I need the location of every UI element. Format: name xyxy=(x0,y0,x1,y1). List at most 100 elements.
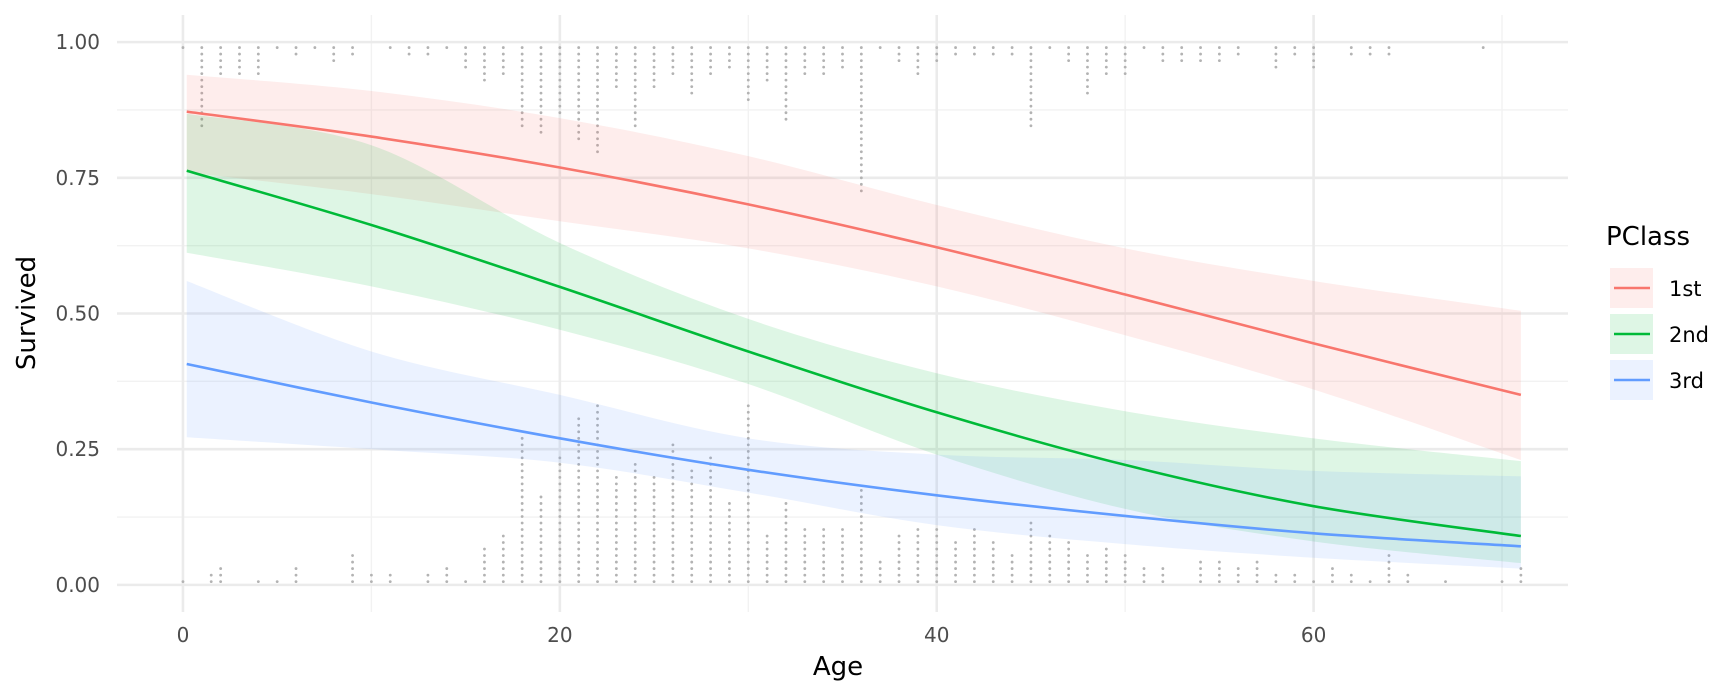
point-survived xyxy=(200,117,204,121)
point-died xyxy=(1086,567,1089,570)
point-died xyxy=(652,476,656,479)
point-died xyxy=(520,567,524,570)
point-died xyxy=(859,508,863,512)
point-died xyxy=(765,547,769,551)
point-died xyxy=(1067,541,1071,544)
point-died xyxy=(690,580,694,584)
point-died xyxy=(671,515,675,518)
point-survived xyxy=(1086,46,1089,49)
point-died xyxy=(596,417,599,421)
point-survived xyxy=(746,78,750,82)
point-survived xyxy=(671,46,675,49)
point-survived xyxy=(539,46,543,49)
jitter-points xyxy=(181,46,1523,584)
point-died xyxy=(709,528,712,531)
point-survived xyxy=(935,46,939,49)
point-survived xyxy=(577,117,581,121)
point-died xyxy=(671,521,675,525)
point-died xyxy=(859,528,863,531)
point-died xyxy=(841,528,844,531)
point-died xyxy=(916,573,920,577)
point-survived xyxy=(1067,46,1071,49)
point-died xyxy=(1086,554,1089,557)
y-tick-label: 0.00 xyxy=(55,573,100,597)
point-survived xyxy=(1029,46,1033,49)
point-survived xyxy=(539,104,543,108)
point-survived xyxy=(1086,52,1089,56)
point-survived xyxy=(1199,52,1202,56)
point-died xyxy=(219,573,223,577)
point-died xyxy=(633,502,637,505)
point-survived xyxy=(596,124,599,128)
point-survived xyxy=(520,65,524,69)
point-died xyxy=(841,560,844,564)
point-died xyxy=(765,567,769,570)
point-died xyxy=(671,469,675,473)
point-died xyxy=(1048,567,1052,570)
point-survived xyxy=(1274,52,1278,56)
point-died xyxy=(746,404,750,408)
point-died xyxy=(1255,560,1259,564)
point-survived xyxy=(1104,46,1108,49)
point-survived xyxy=(1180,59,1184,62)
point-died xyxy=(501,560,505,564)
point-died xyxy=(596,515,599,518)
point-died xyxy=(1010,580,1014,584)
point-died xyxy=(1067,567,1071,570)
point-died xyxy=(652,560,656,564)
point-died xyxy=(1519,580,1523,584)
point-died xyxy=(1029,541,1033,544)
point-survived xyxy=(596,52,599,56)
point-survived xyxy=(690,59,694,62)
point-died xyxy=(652,495,656,499)
point-died xyxy=(1104,580,1108,584)
point-died xyxy=(671,482,675,486)
x-axis-ticks: 0 20 40 60 xyxy=(177,623,1327,647)
point-died xyxy=(973,541,976,544)
point-survived xyxy=(388,46,392,49)
point-survived xyxy=(219,72,223,76)
point-survived xyxy=(784,46,788,49)
point-died xyxy=(841,567,844,570)
point-died xyxy=(935,580,939,584)
point-died xyxy=(1067,547,1071,551)
point-died xyxy=(1029,573,1033,577)
point-survived xyxy=(652,78,656,82)
point-survived xyxy=(558,72,562,76)
point-survived xyxy=(633,59,637,62)
point-died xyxy=(633,521,637,525)
point-survived xyxy=(859,182,863,186)
point-died xyxy=(709,560,712,564)
point-survived xyxy=(633,46,637,49)
point-died xyxy=(1312,580,1316,584)
point-died xyxy=(1199,580,1202,584)
point-died xyxy=(746,489,750,492)
point-died xyxy=(784,560,788,564)
point-survived xyxy=(464,59,468,62)
point-died xyxy=(596,430,599,434)
point-survived xyxy=(1217,52,1221,56)
point-died xyxy=(351,573,354,577)
point-died xyxy=(539,528,543,531)
point-survived xyxy=(916,72,920,76)
point-died xyxy=(709,573,712,577)
point-died xyxy=(577,449,581,453)
point-died xyxy=(652,515,656,518)
point-survived xyxy=(897,52,901,56)
point-died xyxy=(803,567,807,570)
point-survived xyxy=(671,52,675,56)
point-survived xyxy=(539,117,543,121)
point-died xyxy=(520,462,524,466)
point-survived xyxy=(520,111,524,115)
point-died xyxy=(1029,554,1033,557)
point-died xyxy=(1331,580,1334,584)
point-survived xyxy=(991,52,995,56)
point-died xyxy=(690,573,694,577)
point-died xyxy=(633,515,637,518)
point-died xyxy=(935,547,939,551)
point-died xyxy=(501,554,505,557)
point-survived xyxy=(219,59,223,62)
point-survived xyxy=(256,72,260,76)
point-survived xyxy=(539,72,543,76)
point-died xyxy=(596,567,599,570)
